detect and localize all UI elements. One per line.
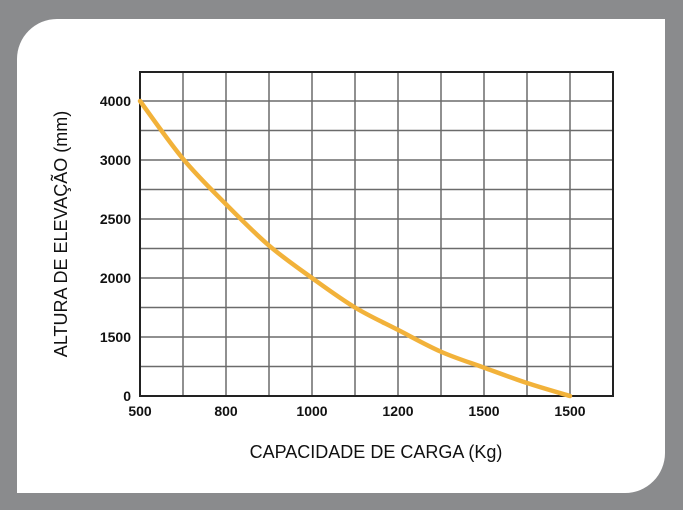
- grid: [140, 72, 613, 396]
- plot-frame: [139, 71, 614, 397]
- x-tick-label: 500: [128, 403, 152, 419]
- series-line: [137, 98, 573, 399]
- x-tick-labels: 500 800 1000 1200 1500 1500: [128, 403, 585, 419]
- y-tick-label: 3000: [100, 152, 131, 168]
- y-tick-label: 1500: [100, 329, 131, 345]
- x-tick-label: 1500: [554, 403, 585, 419]
- y-tick-labels: 0 1500 2000 2500 3000 4000: [100, 93, 131, 404]
- x-tick-label: 1200: [382, 403, 413, 419]
- y-axis-title: ALTURA DE ELEVAÇÃO (mm): [50, 111, 71, 357]
- x-tick-label: 1500: [468, 403, 499, 419]
- y-tick-label: 0: [123, 388, 131, 404]
- x-tick-label: 1000: [296, 403, 327, 419]
- x-axis-title: CAPACIDADE DE CARGA (Kg): [250, 442, 503, 462]
- y-tick-label: 4000: [100, 93, 131, 109]
- y-tick-label: 2000: [100, 270, 131, 286]
- x-tick-label: 800: [214, 403, 238, 419]
- y-tick-label: 2500: [100, 211, 131, 227]
- chart-card: [17, 19, 665, 493]
